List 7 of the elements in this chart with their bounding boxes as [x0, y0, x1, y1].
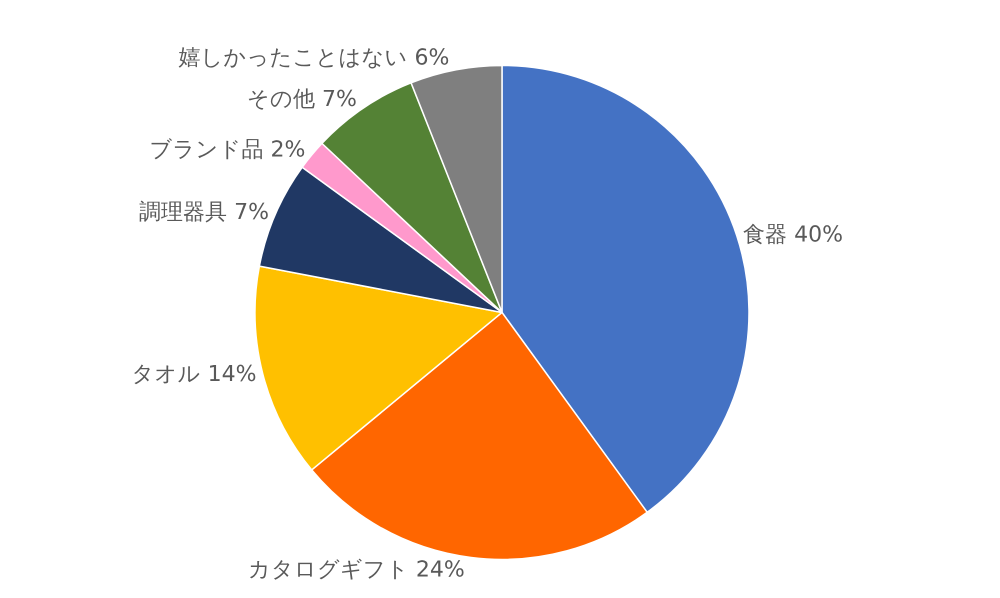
slice-label: ブランド品 2%: [150, 137, 306, 162]
slice-label: 食器 40%: [743, 222, 844, 248]
slice-label: カタログギフト 24%: [248, 557, 465, 582]
slice-label: その他 7%: [247, 87, 357, 112]
slice-label: 嬉しかったことはない 6%: [178, 45, 450, 70]
slice-label: タオル 14%: [132, 362, 257, 388]
slice-label: 調理器具 7%: [139, 200, 270, 225]
